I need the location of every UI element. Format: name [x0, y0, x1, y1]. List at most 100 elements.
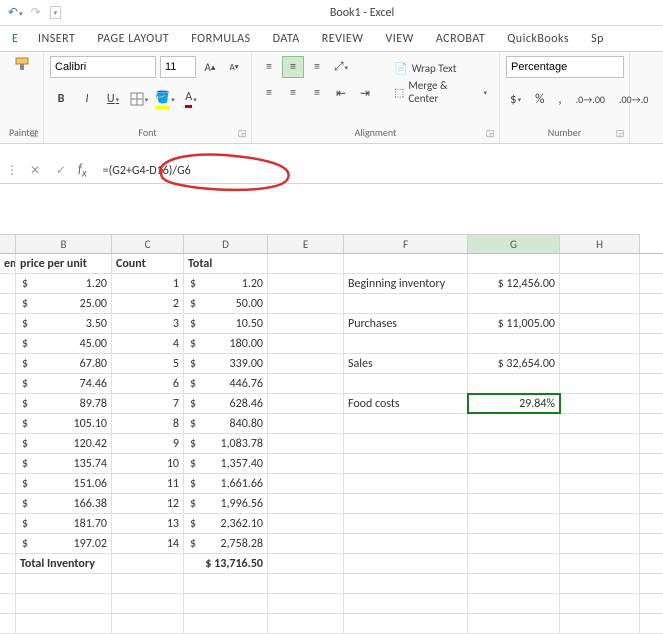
cell[interactable]: 12: [112, 494, 184, 513]
cell[interactable]: [0, 334, 16, 353]
align-left-button[interactable]: ≡: [258, 82, 280, 104]
cell[interactable]: [344, 334, 468, 353]
cell[interactable]: $1.20: [16, 274, 112, 293]
cell[interactable]: $1,357.40: [184, 454, 268, 473]
cell[interactable]: Total: [184, 254, 268, 273]
borders-button[interactable]: ▾: [128, 88, 150, 110]
col-header-g[interactable]: G: [468, 234, 560, 253]
cell[interactable]: 6: [112, 374, 184, 393]
cell[interactable]: [268, 274, 344, 293]
cell[interactable]: [468, 474, 560, 493]
format-painter-icon[interactable]: [14, 56, 34, 72]
cell[interactable]: [268, 614, 344, 633]
cell[interactable]: [468, 554, 560, 573]
cell[interactable]: $10.50: [184, 314, 268, 333]
cell[interactable]: 7: [112, 394, 184, 413]
cell[interactable]: [268, 474, 344, 493]
cell[interactable]: $25.00: [16, 294, 112, 313]
cell[interactable]: price per unit: [16, 254, 112, 273]
cell[interactable]: [344, 494, 468, 513]
alignment-launcher-icon[interactable]: ◲: [484, 128, 496, 140]
cell[interactable]: $446.76: [184, 374, 268, 393]
number-launcher-icon[interactable]: ◲: [614, 128, 626, 140]
cell[interactable]: [112, 574, 184, 593]
fx-icon[interactable]: fx: [78, 162, 87, 180]
cell[interactable]: 14: [112, 534, 184, 553]
cell[interactable]: [268, 414, 344, 433]
cell[interactable]: [560, 474, 640, 493]
cell[interactable]: [560, 314, 640, 333]
cell[interactable]: $180.00: [184, 334, 268, 353]
cell[interactable]: [560, 434, 640, 453]
cell[interactable]: [0, 314, 16, 333]
cell[interactable]: $ 32,654.00: [468, 354, 560, 373]
wrap-text-button[interactable]: 📄Wrap Text: [388, 57, 493, 79]
cell[interactable]: [560, 514, 640, 533]
cell[interactable]: $197.02: [16, 534, 112, 553]
cell[interactable]: [0, 294, 16, 313]
formula-bar-options-icon[interactable]: ⋮: [6, 163, 18, 178]
cell[interactable]: 8: [112, 414, 184, 433]
clipboard-launcher-icon[interactable]: ◲: [28, 128, 40, 140]
cell[interactable]: [560, 414, 640, 433]
cell[interactable]: [112, 554, 184, 573]
cell[interactable]: Food costs: [344, 394, 468, 413]
cell[interactable]: 5: [112, 354, 184, 373]
cell[interactable]: 2: [112, 294, 184, 313]
decrease-indent-button[interactable]: ⇤: [330, 82, 352, 104]
cell[interactable]: [112, 594, 184, 613]
cell[interactable]: [0, 594, 16, 613]
cell[interactable]: $67.80: [16, 354, 112, 373]
formula-text[interactable]: =(G2+G4-D16)/G6: [95, 164, 191, 178]
italic-button[interactable]: I: [76, 88, 98, 110]
decrease-decimal-button[interactable]: .00→.0: [615, 88, 652, 110]
align-top-button[interactable]: ≡: [258, 56, 280, 78]
cell[interactable]: [0, 474, 16, 493]
increase-font-icon[interactable]: A▴: [200, 57, 220, 77]
cell[interactable]: [268, 454, 344, 473]
font-size-input[interactable]: [160, 56, 196, 78]
increase-decimal-button[interactable]: .0→.00: [572, 88, 609, 110]
cell[interactable]: [560, 394, 640, 413]
orientation-button[interactable]: ⤢▾: [330, 56, 352, 78]
cell[interactable]: [268, 494, 344, 513]
cell[interactable]: [560, 254, 640, 273]
col-header-f[interactable]: F: [344, 234, 468, 253]
cell[interactable]: [0, 554, 16, 573]
cell[interactable]: [268, 554, 344, 573]
cell[interactable]: $1,083.78: [184, 434, 268, 453]
cell[interactable]: [344, 514, 468, 533]
cell[interactable]: [560, 534, 640, 553]
cell[interactable]: $74.46: [16, 374, 112, 393]
cancel-formula-icon[interactable]: ✕: [26, 162, 44, 180]
cell[interactable]: [344, 414, 468, 433]
cell[interactable]: [344, 534, 468, 553]
cell[interactable]: $105.10: [16, 414, 112, 433]
col-header-e[interactable]: E: [268, 234, 344, 253]
cell[interactable]: $3.50: [16, 314, 112, 333]
cell[interactable]: [468, 494, 560, 513]
cell[interactable]: em: [0, 254, 16, 273]
cell[interactable]: [344, 554, 468, 573]
cell[interactable]: [16, 594, 112, 613]
cell[interactable]: [560, 274, 640, 293]
cell[interactable]: $50.00: [184, 294, 268, 313]
cell[interactable]: $89.78: [16, 394, 112, 413]
cell[interactable]: [268, 514, 344, 533]
cell[interactable]: $1.20: [184, 274, 268, 293]
cell[interactable]: [0, 394, 16, 413]
cell[interactable]: [268, 374, 344, 393]
cell[interactable]: [268, 434, 344, 453]
tab-page-layout[interactable]: PAGE LAYOUT: [97, 32, 169, 46]
col-header-b[interactable]: B: [16, 234, 112, 253]
cell[interactable]: $1,996.56: [184, 494, 268, 513]
fill-color-button[interactable]: 🪣▾: [154, 88, 176, 110]
cell[interactable]: [344, 594, 468, 613]
col-header-c[interactable]: C: [112, 234, 184, 253]
cell[interactable]: $2,362.10: [184, 514, 268, 533]
tab-quickbooks[interactable]: QuickBooks: [507, 32, 569, 46]
cell[interactable]: [184, 614, 268, 633]
cell[interactable]: $ 12,456.00: [468, 274, 560, 293]
cell[interactable]: [468, 434, 560, 453]
decrease-font-icon[interactable]: A▾: [224, 57, 244, 77]
